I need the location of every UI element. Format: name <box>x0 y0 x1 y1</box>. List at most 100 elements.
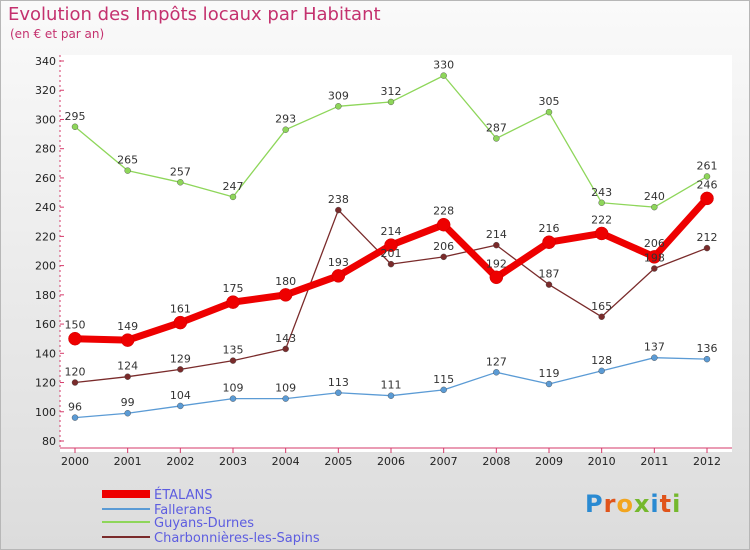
data-label: 222 <box>591 213 612 226</box>
data-point <box>387 392 395 399</box>
x-tick-label: 2010 <box>588 455 616 468</box>
data-label: 136 <box>697 342 718 355</box>
y-tick-label: 140 <box>35 347 56 360</box>
data-point <box>647 250 662 264</box>
data-label: 99 <box>121 396 135 409</box>
x-tick-label: 2002 <box>166 455 194 468</box>
x-tick-label: 2011 <box>640 455 668 468</box>
y-tick-label: 280 <box>35 143 56 156</box>
data-label: 111 <box>381 379 402 392</box>
data-label: 119 <box>539 367 560 380</box>
data-label: 243 <box>591 186 612 199</box>
chart-title: Evolution des Impôts locaux par Habitant <box>8 4 381 25</box>
data-point <box>545 108 553 116</box>
data-label: 206 <box>433 240 454 253</box>
data-label: 201 <box>381 247 402 260</box>
x-tick-label: 2003 <box>219 455 247 468</box>
data-label: 104 <box>170 389 191 402</box>
data-point <box>703 173 711 180</box>
data-point <box>124 373 131 380</box>
data-point <box>598 313 605 320</box>
legend-label: ÉTALANS <box>154 487 212 503</box>
data-label: 228 <box>433 205 454 218</box>
data-label: 96 <box>68 401 82 414</box>
data-point <box>651 265 658 272</box>
y-tick-label: 240 <box>35 201 56 214</box>
data-point <box>282 395 289 402</box>
y-tick-label: 80 <box>42 435 56 448</box>
y-tick-label: 160 <box>35 318 56 331</box>
data-point <box>173 315 188 330</box>
data-point <box>71 414 79 421</box>
proxiti-logo: Proxiti <box>585 490 681 518</box>
data-label: 293 <box>275 113 296 126</box>
data-label: 261 <box>697 159 718 172</box>
data-label: 206 <box>644 237 665 250</box>
data-point <box>545 380 553 388</box>
y-tick-label: 180 <box>35 289 56 302</box>
data-point <box>335 103 342 110</box>
data-point <box>542 235 556 249</box>
y-tick-label: 340 <box>35 55 56 68</box>
y-tick-label: 120 <box>35 377 56 390</box>
data-label: 180 <box>275 275 296 288</box>
data-point <box>124 410 131 417</box>
data-point <box>124 167 131 174</box>
data-point <box>335 389 342 396</box>
data-label: 109 <box>275 382 296 395</box>
data-point <box>489 270 504 285</box>
data-point <box>229 193 237 201</box>
data-point <box>282 345 289 353</box>
logo-letter: x <box>633 490 651 518</box>
data-point <box>440 253 447 261</box>
data-label: 115 <box>433 373 454 386</box>
plot-area <box>60 55 732 452</box>
data-label: 309 <box>328 89 349 102</box>
legend-label: Fallerans <box>154 503 212 518</box>
data-label: 238 <box>328 193 349 206</box>
data-label: 247 <box>223 180 244 193</box>
data-point <box>493 135 500 142</box>
x-tick-label: 2008 <box>482 455 510 468</box>
data-point <box>282 126 289 133</box>
legend-label: Charbonnières-les-Sapins <box>154 531 320 546</box>
data-point <box>651 203 658 211</box>
data-label: 175 <box>223 282 244 295</box>
data-point <box>229 395 237 402</box>
data-label: 192 <box>486 257 507 270</box>
data-label: 305 <box>539 95 560 108</box>
data-label: 312 <box>381 85 402 98</box>
x-tick-label: 2009 <box>535 455 563 468</box>
x-tick-label: 2005 <box>324 455 352 468</box>
data-point <box>598 367 605 375</box>
data-label: 287 <box>486 121 507 134</box>
y-tick-label: 320 <box>35 84 56 97</box>
data-label: 137 <box>644 341 665 354</box>
logo-letter: i <box>650 490 660 518</box>
data-label: 161 <box>170 303 191 316</box>
data-label: 165 <box>591 300 612 313</box>
data-label: 124 <box>117 360 138 373</box>
data-point <box>278 288 293 302</box>
data-point <box>436 217 451 232</box>
data-label: 109 <box>223 382 244 395</box>
data-label: 265 <box>117 154 138 167</box>
chart-subtitle: (en € et par an) <box>10 27 105 41</box>
data-point <box>177 179 184 186</box>
y-tick-label: 220 <box>35 230 56 243</box>
x-tick-label: 2004 <box>272 455 300 468</box>
data-point <box>177 402 184 410</box>
data-point <box>71 379 79 386</box>
data-label: 214 <box>486 228 507 241</box>
data-label: 120 <box>65 366 86 379</box>
legend-label: Guyans-Durnes <box>154 516 254 531</box>
data-point <box>229 357 237 364</box>
data-point <box>226 295 240 309</box>
data-label: 128 <box>591 354 612 367</box>
data-point <box>177 366 184 373</box>
logo-letter: P <box>585 490 604 518</box>
data-label: 240 <box>644 190 665 203</box>
data-point <box>545 281 553 288</box>
x-tick-label: 2006 <box>377 455 405 468</box>
